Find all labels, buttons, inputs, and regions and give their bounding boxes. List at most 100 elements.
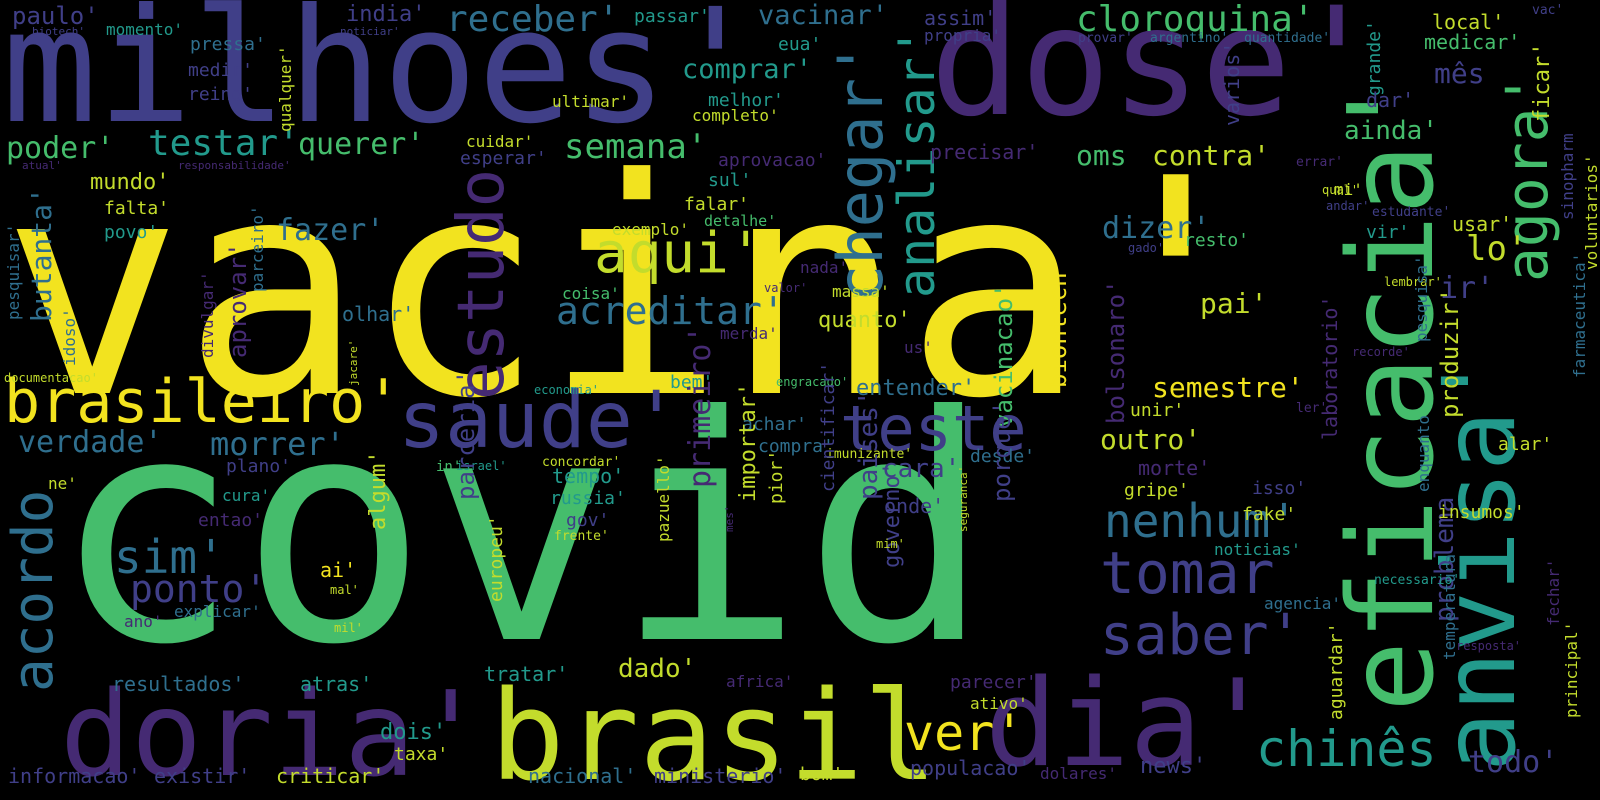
word: butanta' [25, 187, 58, 322]
word: aguardar' [1326, 622, 1347, 720]
word: biotech' [32, 25, 85, 38]
word: ainda' [1344, 116, 1438, 146]
word: necessario' [1374, 573, 1461, 588]
word: laboratorio' [1318, 295, 1342, 441]
word: estudante' [1372, 205, 1451, 220]
word: frente' [554, 529, 609, 544]
word: bem' [670, 372, 714, 393]
word: acordo [1, 489, 66, 692]
word: divulgar' [198, 271, 217, 358]
word: semana' [564, 127, 708, 167]
word: pazuello' [654, 455, 673, 542]
word: pressa' [190, 34, 266, 55]
word: noticias' [1214, 540, 1301, 559]
word: propria' [924, 26, 1002, 45]
word: valor' [764, 281, 808, 295]
word: medir' [188, 60, 254, 81]
word: documentacao' [4, 371, 98, 385]
word: ativo' [970, 694, 1028, 713]
word: milhoes' [2, 0, 763, 159]
word: informacao' [8, 764, 141, 788]
word: isso' [1252, 478, 1307, 499]
word: parecer' [950, 672, 1037, 693]
word: ir' [1440, 271, 1495, 306]
word: qual' [1322, 183, 1359, 197]
word: ficar' [1530, 42, 1555, 122]
word: sul' [708, 170, 752, 191]
word: us' [904, 338, 933, 357]
word: dois' [380, 720, 447, 745]
word: existir' [154, 764, 251, 788]
word: olhar' [342, 302, 415, 326]
word: verdade' [18, 425, 163, 460]
word: errar' [1296, 155, 1343, 170]
word: mês [1434, 57, 1485, 90]
word: insumos' [1438, 502, 1525, 523]
word: cura' [222, 486, 271, 505]
word: economia' [534, 383, 600, 397]
word: chinês [1256, 720, 1437, 778]
word: dizer' [1102, 211, 1211, 246]
word: onde' [884, 494, 945, 518]
word: unir' [1130, 400, 1185, 421]
word: engracado' [776, 375, 849, 389]
word: ver' [904, 704, 1025, 762]
word: qualquer' [276, 45, 295, 132]
word: governo' [880, 462, 905, 568]
word: resposta' [1456, 639, 1522, 653]
word: provar' [1078, 31, 1133, 46]
word: fazer' [276, 213, 385, 248]
word: contra' [1152, 139, 1271, 172]
word: andar' [1326, 199, 1370, 213]
word: ler' [1296, 401, 1328, 416]
word: resto' [1184, 230, 1250, 251]
word: achar' [742, 414, 808, 435]
word: enquanto [1414, 414, 1433, 492]
word: fake' [1242, 504, 1297, 525]
word: populacao' [910, 756, 1031, 780]
word: mil' [334, 621, 363, 635]
word: detalhe' [704, 212, 777, 230]
word: parceiro' [248, 205, 267, 292]
word: ano' [124, 612, 163, 631]
word: idoso' [60, 308, 79, 366]
word: precisar' [930, 140, 1039, 164]
word: news' [1140, 754, 1207, 779]
word: merda' [720, 324, 778, 343]
word: gov' [566, 510, 610, 531]
word: principal' [1562, 621, 1581, 718]
word: morrer' [210, 425, 345, 463]
word: todo' [1468, 745, 1559, 780]
word: passar' [634, 6, 710, 27]
word: criticar' [276, 764, 385, 788]
word: alar' [1498, 434, 1553, 455]
word: medicar' [1424, 30, 1521, 54]
word: poder' [6, 131, 115, 166]
word: entao' [198, 510, 264, 531]
word: brasil [490, 665, 938, 800]
word: aqui' [594, 221, 763, 286]
word: recorde' [1352, 345, 1410, 359]
word: importar' [736, 382, 761, 502]
word: momento' [106, 20, 184, 39]
word: pesquisa' [1412, 255, 1431, 342]
word: varios' [1220, 41, 1244, 126]
word: india' [346, 2, 426, 27]
word: noticiar' [340, 25, 400, 38]
word: atras' [300, 672, 373, 696]
word: paises' [854, 390, 884, 500]
word: seguranca' [957, 465, 970, 532]
word: explicar' [174, 602, 261, 621]
word: mi' [1334, 180, 1363, 199]
word: ai' [320, 558, 357, 582]
word: tratar' [484, 662, 569, 686]
word: mal' [330, 583, 359, 597]
word: mim' [876, 537, 905, 551]
word: nacional' [528, 764, 637, 788]
word: completo' [692, 106, 779, 125]
word: dolares' [1040, 764, 1118, 783]
word: plano' [226, 456, 292, 477]
word: atual' [22, 159, 62, 172]
word: jacare' [347, 339, 360, 386]
